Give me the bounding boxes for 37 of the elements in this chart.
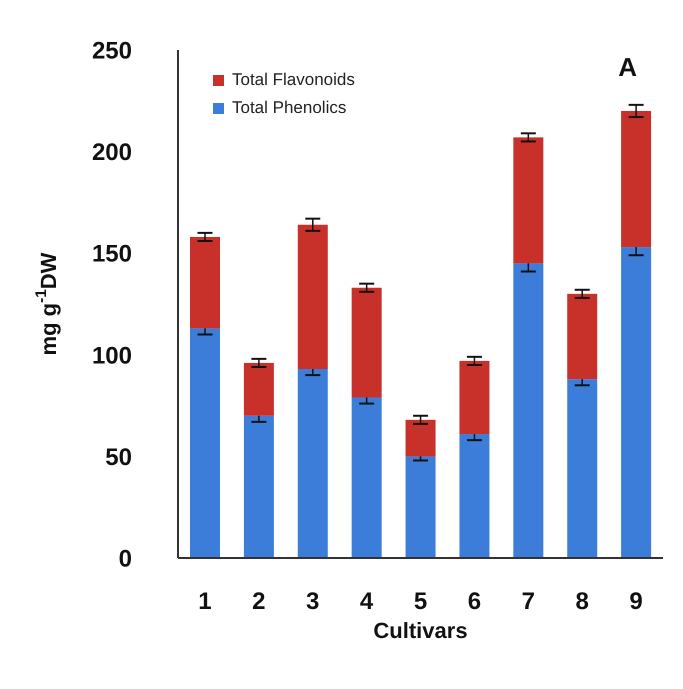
bar [352,397,382,558]
bar [298,369,328,558]
x-tick-label: 1 [198,588,212,616]
y-tick-label: 150 [92,240,132,268]
x-tick-label: 5 [414,588,428,616]
bar [567,379,598,558]
bar [406,456,436,558]
bar [459,360,490,434]
bar [244,416,274,558]
y-tick-label: 50 [105,444,132,471]
y-tick-label: 0 [118,546,132,573]
annotation: A [618,52,637,83]
bar [244,362,274,416]
x-tick-label: 7 [522,588,535,616]
legend-label: Total Flavonoids [232,70,355,90]
bar [621,110,652,248]
y-tick-label: 100 [92,342,132,370]
legend-label: Total Phenolics [232,98,346,118]
x-tick-label: 2 [252,588,266,616]
bar [459,434,490,558]
bar [621,247,652,558]
x-axis-title: Cultivars [373,618,468,643]
x-tick-label: 3 [306,588,320,616]
bar [190,236,220,328]
x-tick-label: 4 [360,588,374,616]
bar [567,294,598,380]
x-tick-label: 8 [575,588,589,616]
bar [190,328,220,558]
bar [406,420,436,456]
x-tick-label: 6 [468,588,482,616]
bar [513,137,544,264]
y-tick-label: 250 [92,38,132,65]
bar [352,288,382,398]
x-tick-label: 9 [629,588,643,616]
y-tick-label: 200 [92,139,132,166]
bar [513,263,544,558]
bar [298,224,328,370]
